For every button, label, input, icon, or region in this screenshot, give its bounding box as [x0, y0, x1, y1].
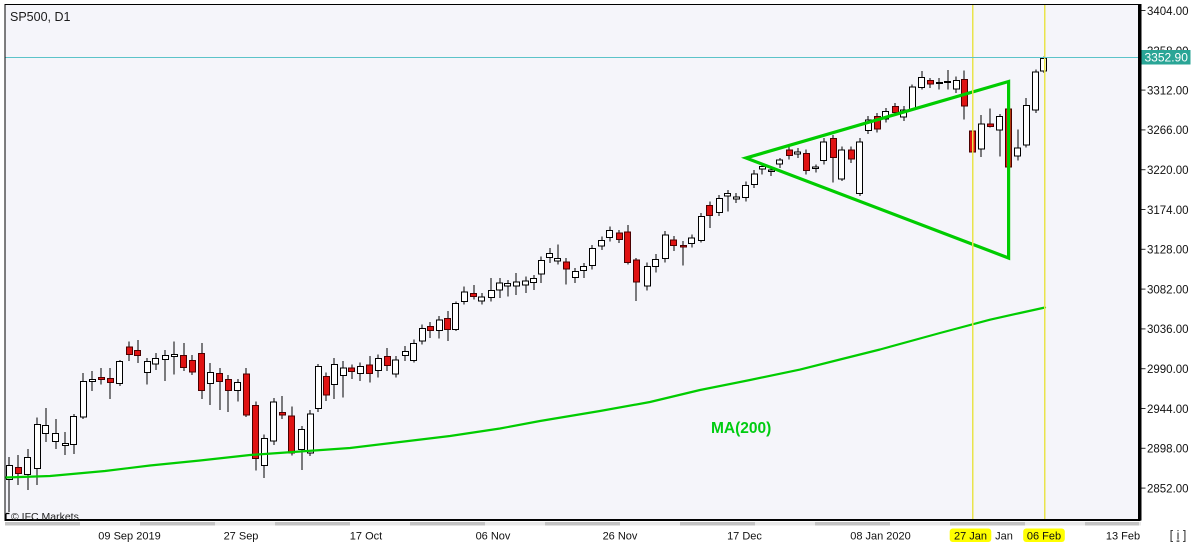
svg-text:2944.00: 2944.00	[1147, 404, 1189, 416]
svg-text:3174.00: 3174.00	[1147, 205, 1189, 217]
svg-text:17 Dec: 17 Dec	[727, 531, 762, 543]
svg-text:3404.00: 3404.00	[1147, 6, 1189, 18]
svg-text:3220.00: 3220.00	[1147, 165, 1189, 177]
svg-text:MA(200): MA(200)	[711, 420, 771, 437]
svg-text:08 Jan 2020: 08 Jan 2020	[850, 531, 911, 543]
svg-text:2898.00: 2898.00	[1147, 444, 1189, 456]
svg-text:26 Nov: 26 Nov	[603, 531, 638, 543]
svg-text:[ i ]: [ i ]	[1170, 529, 1187, 543]
svg-text:3036.00: 3036.00	[1147, 324, 1189, 336]
svg-text:3352.90: 3352.90	[1145, 51, 1189, 65]
svg-text:© IFC Markets: © IFC Markets	[11, 511, 79, 523]
svg-text:17 Oct: 17 Oct	[350, 531, 382, 543]
svg-text:13 Feb: 13 Feb	[1106, 531, 1140, 543]
svg-text:27 Jan: 27 Jan	[954, 531, 987, 543]
svg-text:Jan: Jan	[995, 531, 1013, 543]
svg-text:2852.00: 2852.00	[1147, 483, 1189, 495]
svg-text:3266.00: 3266.00	[1147, 125, 1189, 137]
svg-text:3312.00: 3312.00	[1147, 85, 1189, 97]
svg-text:27 Sep: 27 Sep	[224, 531, 259, 543]
svg-text:SP500, D1: SP500, D1	[10, 10, 71, 24]
svg-text:3128.00: 3128.00	[1147, 245, 1189, 257]
svg-text:06 Nov: 06 Nov	[476, 531, 511, 543]
svg-text:06 Feb: 06 Feb	[1027, 531, 1061, 543]
svg-text:09 Sep 2019: 09 Sep 2019	[98, 531, 160, 543]
svg-text:3082.00: 3082.00	[1147, 284, 1189, 296]
svg-text:2990.00: 2990.00	[1147, 364, 1189, 376]
